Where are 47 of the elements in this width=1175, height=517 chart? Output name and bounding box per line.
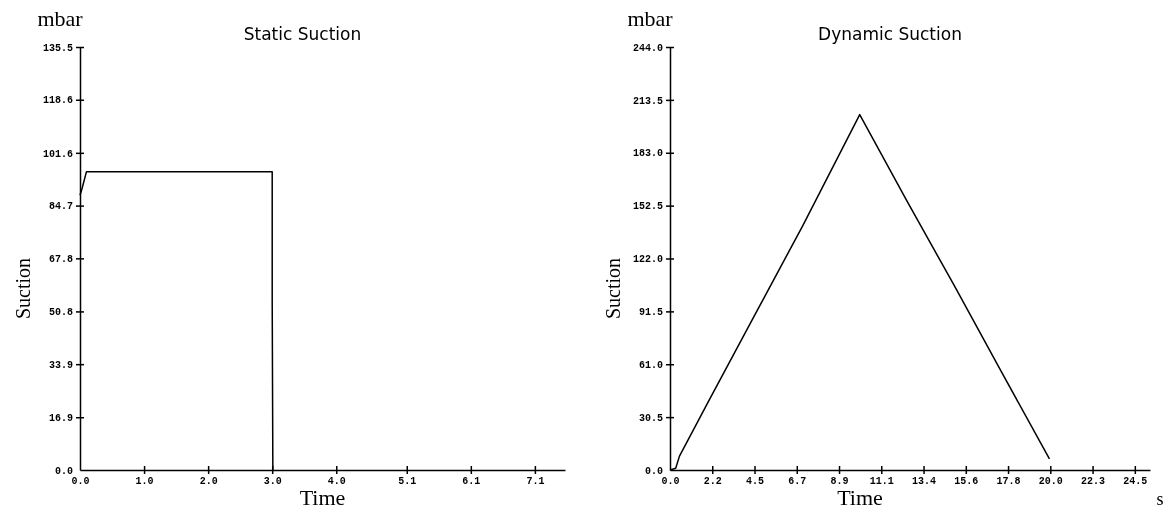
y-tick-label: 122.0 (632, 254, 663, 266)
y-tick-label: 183.0 (632, 148, 663, 160)
x-tick-label: 6.1 (462, 476, 481, 488)
x-tick-label: 0.0 (661, 476, 680, 488)
x-tick-label: 7.1 (526, 476, 545, 488)
x-tick-label: 0.0 (71, 476, 90, 488)
text: mbar (627, 6, 674, 31)
x-tick-label: 1.0 (135, 476, 154, 488)
x-tick-label: 15.6 (954, 476, 979, 488)
y-tick-label: 101.6 (42, 148, 73, 160)
y-tick-label: 91.5 (638, 307, 663, 319)
y-tick-label: 135.5 (42, 42, 73, 54)
x-tick-label: 11.1 (869, 476, 894, 488)
x-axis-title: Time (299, 485, 346, 510)
x-tick-label: 5.1 (398, 476, 417, 488)
y-tick-label: 61.0 (638, 359, 663, 371)
chart-title: Dynamic Suction (818, 24, 962, 44)
y-axis-title: Suction (602, 257, 624, 320)
y-tick-label: 0.0 (54, 465, 73, 477)
x-tick-label: 24.5 (1123, 476, 1148, 488)
y-tick-label: 33.9 (48, 359, 73, 371)
x-tick-label: 2.0 (199, 476, 218, 488)
y-tick-label: 30.5 (638, 412, 663, 424)
y-tick-label: 0.0 (644, 465, 663, 477)
y-tick-label: 16.9 (48, 412, 73, 424)
y-tick-label: 213.5 (632, 95, 663, 107)
x-tick-label: 2.2 (703, 476, 722, 488)
x-tick-label: 6.7 (788, 476, 807, 488)
y-tick-label: 244.0 (632, 42, 663, 54)
y-tick-label: 152.5 (632, 201, 663, 213)
x-tick-label: 3.0 (263, 476, 282, 488)
x-tick-label: 20.0 (1038, 476, 1063, 488)
x-tick-label: 8.9 (830, 476, 849, 488)
x-tick-label: 4.5 (746, 476, 765, 488)
x-tick-label: 13.4 (912, 476, 937, 488)
x-tick-label: 22.3 (1081, 476, 1106, 488)
y-axis-title: Suction (12, 257, 34, 320)
y-tick-label: 84.7 (48, 201, 73, 213)
text: s (1156, 489, 1164, 509)
x-axis-title: Time (837, 485, 883, 510)
x-tick-label: 4.0 (327, 476, 346, 488)
x-tick-label: 17.8 (996, 476, 1021, 488)
y-tick-label: 50.8 (48, 307, 73, 319)
y-tick-label: 118.6 (42, 95, 73, 107)
text: mbar (37, 6, 84, 31)
chart-title: Static Suction (243, 24, 362, 44)
y-tick-label: 67.8 (48, 254, 73, 266)
